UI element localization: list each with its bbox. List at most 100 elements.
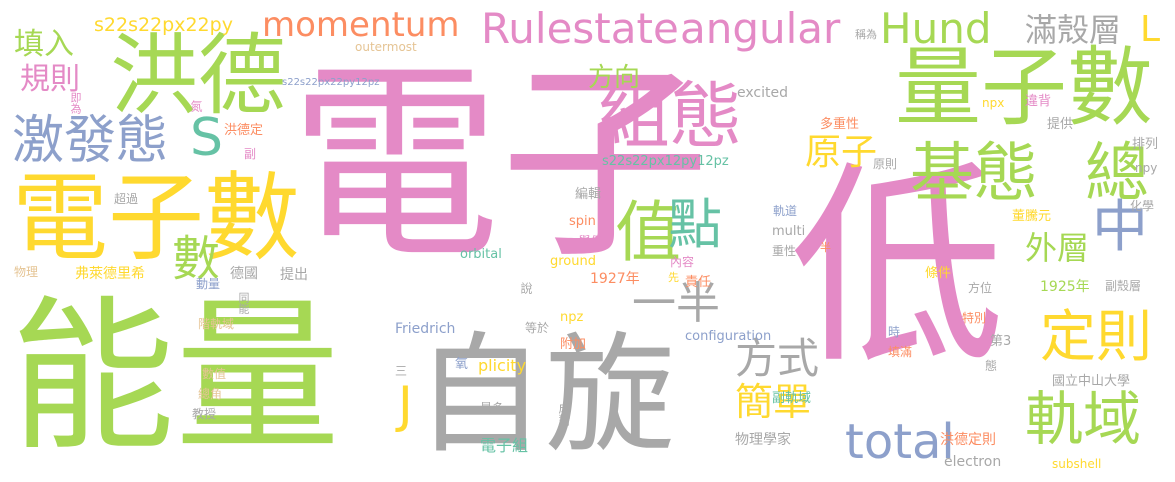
word-content: 內容 [670,255,695,269]
word-L: L [1140,9,1161,50]
word-ground-state: 基態 [910,137,1038,211]
word-edit: 編輯 [575,187,602,202]
word-oxygen: 氧 [455,357,469,372]
word-when: 時 [888,325,901,339]
word-s22-2: s22s22px22py12pz [282,77,380,88]
word-npz: npz [560,310,584,325]
word-s22-3: s22s22px12py12pz [602,154,729,169]
word-dong: 董騰元 [1012,209,1052,224]
word-s22-1: s22s22px22py [94,14,233,36]
word-total-angle: 總角 [198,387,223,401]
word-npx: npx [982,96,1005,110]
word-orbit: 軌道 [773,204,798,218]
word-arrange: 排列 [1132,137,1159,152]
word-npy: npy [1135,161,1158,175]
word-attach: 附加 [560,337,587,352]
word-spin: 自旋 [415,319,676,471]
word-half-zh: 半 [820,241,831,254]
word-example: 舉例 [578,235,605,250]
word-atom: 原子 [805,132,878,173]
word-physicist: 物理學家 [735,432,791,448]
word-rulestate: Rulestate [481,4,679,53]
word-orbital: 軌域 [1025,385,1142,453]
word-nsysu: 國立中山大學 [1052,374,1131,389]
word-sub-orbital: 副軌域 [772,391,812,406]
word-low: 低 [790,142,1005,393]
word-third: 第3 [990,334,1012,349]
word-configuration-en: configuration [685,329,772,344]
word-momentum-zh: 動量 [196,277,221,291]
word-quantum-number: 量子數 [895,38,1153,138]
word-first: 先 [668,271,679,284]
word-energy: 能量 [10,281,340,473]
word-chemistry: 化學 [1130,199,1155,213]
word-equal: 等於 [525,321,550,335]
word-orbital-en: orbital [460,247,502,262]
word-physics: 物理 [14,265,39,279]
word-middle: 中 [1092,195,1148,260]
word-orientation: 方位 [968,281,993,295]
word-excited-state: 激發態 [12,111,169,171]
word-fill-full: 填滿 [888,345,913,359]
word-outermost: outermost [355,40,417,54]
word-propose: 提出 [280,267,308,283]
word-year-1927: 1927年 [590,271,640,287]
word-three: 三 [395,364,408,378]
word-value-zh: 數值 [202,367,227,381]
word-called: 稱為 [855,28,877,41]
word-angular: angular [680,4,841,53]
word-ground: ground [550,254,596,269]
word-multiplicity: 重性 [772,244,797,258]
word-simple: 簡單 [735,380,812,424]
word-multiplicity-full: 多重性 [820,117,860,132]
word-responsibility: 責任 [685,275,712,290]
word-principle: 原則 [873,157,898,171]
word-friedreich: 弗萊德里希 [75,266,145,282]
word-say: 說 [519,282,533,294]
word-violate: 違背 [1025,94,1052,109]
word-rule: 定則 [1040,305,1152,370]
word-vice: 副 [244,147,257,161]
word-most: 最多 [480,401,505,415]
word-momentum: momentum [262,5,460,45]
word-electron-count: 電子數 [12,162,300,274]
word-pair: 成對 [557,402,571,426]
word-plicity: plicity [478,356,527,375]
word-total: 總 [1085,137,1149,211]
word-energy-level: 階軌域 [198,317,235,331]
word-special: 特別 [962,311,987,325]
word-outer-shell: 外層 [1025,229,1090,267]
word-rules: 規則 [20,62,80,97]
word-hund: 洪德 [110,24,287,127]
word-electron-en: electron [944,454,1002,470]
word-hund-en: Hund [880,4,992,53]
word-value: 值 [615,194,681,271]
word-provide: 提供 [1047,117,1074,132]
word-germany: 德國 [230,266,258,282]
word-friedrich: Friedrich [395,321,456,337]
word-way: 方式 [735,334,820,383]
word-number: 數 [172,231,221,287]
word-ie: 即為 [69,92,82,114]
word-electron-group: 電子組 [480,436,529,455]
word-multi: multi [772,224,806,239]
word-spin-en: spin [569,214,596,229]
word-professor: 教授 [192,407,217,421]
word-configuration: 組態 [598,74,743,158]
word-nitrogen: 氮 [189,100,203,112]
word-same-energy: 同能 [237,292,250,314]
word-half: 一半 [632,278,720,329]
word-year-1925: 1925年 [1040,279,1090,295]
word-direction: 方向 [588,63,641,93]
word-state: 態 [985,359,998,373]
word-subshell: subshell [1052,457,1102,471]
word-hund-rule: 洪德定則 [940,432,996,448]
word-condition: 條件 [925,266,952,281]
word-electron: 電子 [290,42,711,287]
word-subshell-zh: 副殼層 [1105,279,1142,293]
word-full-shell: 滿殼層 [1025,11,1122,49]
word-exceed: 超過 [114,192,139,206]
word-point: 點 [668,193,722,256]
word-total-en: total [845,414,955,470]
